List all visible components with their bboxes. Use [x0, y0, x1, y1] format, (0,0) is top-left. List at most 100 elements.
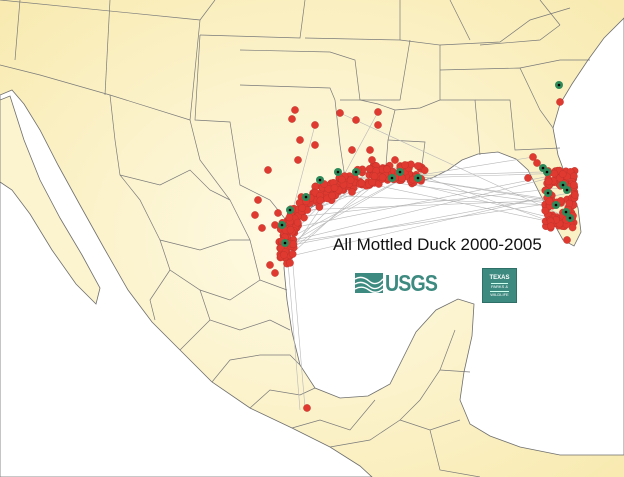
observation-point [547, 222, 555, 230]
observation-point [391, 156, 399, 164]
movement-line [286, 249, 301, 411]
observation-point [368, 156, 376, 164]
observation-point [251, 211, 259, 219]
observation-point [285, 213, 294, 222]
observation-point [545, 197, 554, 206]
observation-point [293, 218, 302, 227]
recapture-point-center [546, 191, 550, 195]
movement-line [295, 186, 571, 218]
movement-line [286, 201, 558, 244]
observation-point [289, 240, 298, 248]
recapture-point-center [280, 223, 284, 227]
observation-point [288, 250, 297, 258]
observation-point [550, 169, 559, 178]
observation-point [337, 175, 346, 184]
recapture-point-center [336, 170, 340, 174]
recapture-point-center [561, 183, 565, 187]
observation-point [294, 156, 302, 164]
observation-point [366, 146, 374, 154]
observation-point [271, 269, 279, 277]
observation-point [378, 173, 387, 182]
recapture-point-center [398, 170, 402, 174]
observation-point [280, 251, 288, 259]
observation-point [336, 109, 344, 117]
movement-line [360, 181, 560, 224]
movement-line [339, 112, 572, 220]
texas-parks-wildlife-logo: TEXAS PARKS & WILDLIFE [482, 268, 517, 303]
recapture-point-center [304, 195, 308, 199]
observation-point [288, 115, 296, 123]
state-borders [0, 0, 590, 477]
usgs-wave-icon [355, 273, 383, 293]
baja-california [0, 95, 101, 305]
usgs-logo: USGS [355, 270, 446, 296]
movement-line [299, 199, 561, 211]
observation-point [524, 174, 532, 182]
observation-point [274, 209, 282, 217]
usgs-logo-text: USGS [385, 269, 438, 296]
observation-point [286, 259, 294, 267]
observation-point [352, 116, 360, 124]
observation-point [558, 170, 567, 178]
movement-line [283, 174, 565, 243]
observation-point [570, 181, 578, 189]
recapture-point-center [564, 210, 568, 214]
observation-point [316, 196, 325, 205]
tpw-line3: WILDLIFE [490, 290, 509, 297]
recapture-point-center [554, 203, 558, 207]
observation-point [330, 184, 339, 192]
recapture-point-center [541, 166, 545, 170]
observation-point [568, 223, 577, 232]
movement-line [289, 229, 306, 409]
observation-point [370, 172, 379, 180]
observation-point [271, 221, 279, 229]
recapture-point-center [416, 176, 420, 180]
observation-point [348, 188, 356, 196]
observation-point [291, 106, 299, 114]
recapture-point-center [568, 216, 572, 220]
observation-point [286, 225, 295, 234]
observation-point [298, 204, 307, 212]
tpw-line2: PARKS & [490, 282, 509, 289]
movement-line [400, 168, 565, 227]
observation-point [383, 165, 391, 174]
recapture-point-center [390, 176, 394, 180]
observation-point [328, 191, 336, 200]
observation-point [571, 191, 579, 199]
movement-line [289, 195, 552, 257]
observation-point [264, 166, 272, 174]
observation-point [541, 206, 550, 215]
tpw-line1: TEXAS [489, 274, 510, 281]
observation-point [258, 224, 266, 232]
recapture-point-center [288, 208, 292, 212]
recapture-point-center [283, 241, 287, 245]
observation-point [374, 121, 382, 129]
observation-point [420, 166, 429, 175]
recapture-point-center [354, 170, 358, 174]
observation-point [533, 159, 541, 167]
observation-point [374, 108, 382, 116]
recapture-point-center [557, 83, 561, 87]
recapture-point-center [545, 170, 549, 174]
observation-point [563, 236, 571, 244]
pacific-ocean [0, 89, 373, 477]
map-title: All Mottled Duck 2000-2005 [333, 235, 542, 254]
observation-point [311, 141, 319, 149]
observation-point [556, 98, 564, 106]
recapture-point-center [565, 188, 569, 192]
observation-point [296, 136, 304, 144]
observation-point [529, 153, 537, 161]
observation-point [348, 146, 356, 154]
observation-point [315, 203, 324, 211]
observation-point [311, 121, 319, 129]
observation-point [357, 179, 366, 187]
observation-point [413, 162, 422, 170]
observation-point [544, 177, 553, 186]
recapture-point-center [318, 178, 322, 182]
observation-point [346, 176, 355, 184]
observation-point [365, 165, 374, 173]
observation-points [251, 81, 579, 412]
observation-point [303, 404, 311, 412]
